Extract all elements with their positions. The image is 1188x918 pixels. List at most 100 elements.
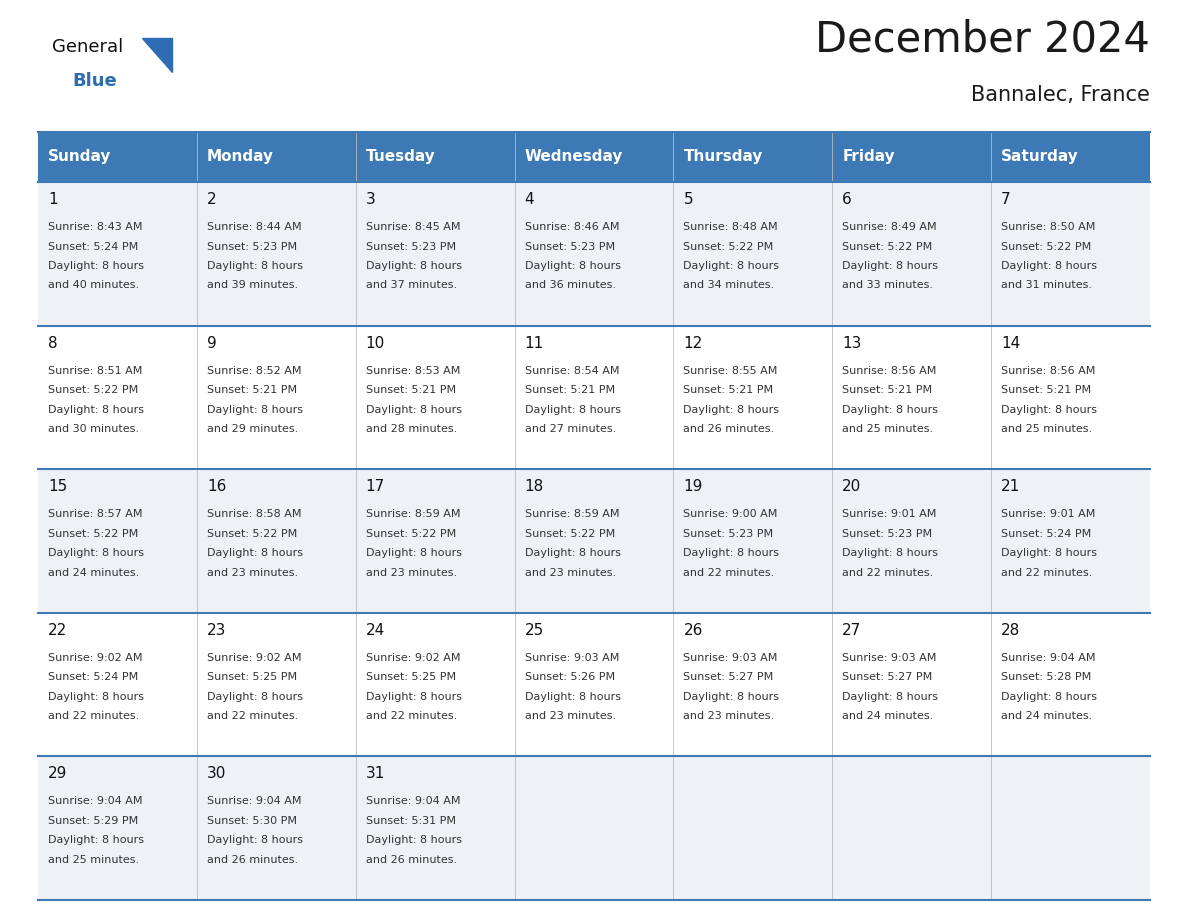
Text: 3: 3: [366, 192, 375, 207]
Text: Sunrise: 8:56 AM: Sunrise: 8:56 AM: [1001, 365, 1095, 375]
Text: and 22 minutes.: and 22 minutes.: [207, 711, 298, 722]
Text: Sunrise: 9:03 AM: Sunrise: 9:03 AM: [525, 653, 619, 663]
Text: and 31 minutes.: and 31 minutes.: [1001, 281, 1092, 290]
Text: Sunrise: 8:44 AM: Sunrise: 8:44 AM: [207, 222, 302, 232]
Text: and 24 minutes.: and 24 minutes.: [48, 567, 139, 577]
Text: and 25 minutes.: and 25 minutes.: [48, 855, 139, 865]
Text: Daylight: 8 hours: Daylight: 8 hours: [207, 261, 303, 271]
Text: Sunset: 5:24 PM: Sunset: 5:24 PM: [48, 241, 138, 252]
Text: Sunrise: 9:01 AM: Sunrise: 9:01 AM: [842, 509, 936, 520]
Text: 1: 1: [48, 192, 58, 207]
Text: Sunrise: 8:46 AM: Sunrise: 8:46 AM: [525, 222, 619, 232]
Text: Sunrise: 8:51 AM: Sunrise: 8:51 AM: [48, 365, 143, 375]
Text: Saturday: Saturday: [1001, 150, 1079, 164]
Text: Sunrise: 8:48 AM: Sunrise: 8:48 AM: [683, 222, 778, 232]
Bar: [38, 613, 1150, 756]
Text: Sunrise: 8:59 AM: Sunrise: 8:59 AM: [525, 509, 619, 520]
Text: 6: 6: [842, 192, 852, 207]
Text: Sunrise: 8:56 AM: Sunrise: 8:56 AM: [842, 365, 936, 375]
Text: Sunrise: 8:59 AM: Sunrise: 8:59 AM: [366, 509, 460, 520]
Text: Sunset: 5:22 PM: Sunset: 5:22 PM: [207, 529, 297, 539]
Text: 16: 16: [207, 479, 226, 494]
Text: Sunrise: 8:55 AM: Sunrise: 8:55 AM: [683, 365, 778, 375]
Bar: [38, 182, 1150, 326]
Text: Daylight: 8 hours: Daylight: 8 hours: [207, 835, 303, 845]
Text: Sunset: 5:25 PM: Sunset: 5:25 PM: [366, 672, 456, 682]
Text: Sunset: 5:26 PM: Sunset: 5:26 PM: [525, 672, 614, 682]
Text: and 30 minutes.: and 30 minutes.: [48, 424, 139, 434]
Text: Sunset: 5:22 PM: Sunset: 5:22 PM: [683, 241, 773, 252]
Text: and 27 minutes.: and 27 minutes.: [525, 424, 615, 434]
Text: Sunset: 5:21 PM: Sunset: 5:21 PM: [1001, 385, 1092, 395]
Text: and 22 minutes.: and 22 minutes.: [842, 567, 934, 577]
Text: and 22 minutes.: and 22 minutes.: [48, 711, 139, 722]
Text: Sunset: 5:24 PM: Sunset: 5:24 PM: [48, 672, 138, 682]
Text: 30: 30: [207, 767, 226, 781]
Text: and 25 minutes.: and 25 minutes.: [842, 424, 934, 434]
Text: Monday: Monday: [207, 150, 274, 164]
Text: Sunset: 5:22 PM: Sunset: 5:22 PM: [842, 241, 933, 252]
Text: Daylight: 8 hours: Daylight: 8 hours: [366, 261, 462, 271]
Text: Sunset: 5:23 PM: Sunset: 5:23 PM: [525, 241, 614, 252]
Text: and 36 minutes.: and 36 minutes.: [525, 281, 615, 290]
Text: Sunset: 5:27 PM: Sunset: 5:27 PM: [683, 672, 773, 682]
Text: 29: 29: [48, 767, 68, 781]
Text: and 34 minutes.: and 34 minutes.: [683, 281, 775, 290]
Text: and 23 minutes.: and 23 minutes.: [683, 711, 775, 722]
Text: and 23 minutes.: and 23 minutes.: [207, 567, 298, 577]
Text: December 2024: December 2024: [815, 18, 1150, 60]
Text: 7: 7: [1001, 192, 1011, 207]
Text: Daylight: 8 hours: Daylight: 8 hours: [48, 835, 144, 845]
Text: Sunrise: 8:57 AM: Sunrise: 8:57 AM: [48, 509, 143, 520]
Text: Daylight: 8 hours: Daylight: 8 hours: [48, 261, 144, 271]
Text: Daylight: 8 hours: Daylight: 8 hours: [1001, 261, 1098, 271]
Text: Sunrise: 8:53 AM: Sunrise: 8:53 AM: [366, 365, 460, 375]
Text: and 22 minutes.: and 22 minutes.: [366, 711, 457, 722]
Text: 4: 4: [525, 192, 535, 207]
Text: Wednesday: Wednesday: [525, 150, 623, 164]
Text: Sunset: 5:29 PM: Sunset: 5:29 PM: [48, 816, 138, 826]
Text: Sunrise: 8:43 AM: Sunrise: 8:43 AM: [48, 222, 143, 232]
Text: and 24 minutes.: and 24 minutes.: [1001, 711, 1093, 722]
Text: Daylight: 8 hours: Daylight: 8 hours: [525, 548, 620, 558]
Text: and 26 minutes.: and 26 minutes.: [366, 855, 457, 865]
Text: Sunset: 5:23 PM: Sunset: 5:23 PM: [683, 529, 773, 539]
Text: 9: 9: [207, 336, 216, 351]
Text: Sunset: 5:22 PM: Sunset: 5:22 PM: [48, 529, 138, 539]
Text: Sunrise: 8:49 AM: Sunrise: 8:49 AM: [842, 222, 937, 232]
Bar: [38, 469, 1150, 613]
Text: Sunrise: 9:04 AM: Sunrise: 9:04 AM: [1001, 653, 1095, 663]
Text: Daylight: 8 hours: Daylight: 8 hours: [207, 692, 303, 701]
Text: 11: 11: [525, 336, 544, 351]
Text: Daylight: 8 hours: Daylight: 8 hours: [1001, 405, 1098, 415]
Text: Daylight: 8 hours: Daylight: 8 hours: [842, 405, 939, 415]
Text: 2: 2: [207, 192, 216, 207]
Text: and 26 minutes.: and 26 minutes.: [207, 855, 298, 865]
Text: Tuesday: Tuesday: [366, 150, 436, 164]
Text: and 40 minutes.: and 40 minutes.: [48, 281, 139, 290]
Text: Thursday: Thursday: [683, 150, 763, 164]
Text: Daylight: 8 hours: Daylight: 8 hours: [683, 261, 779, 271]
Text: 23: 23: [207, 622, 226, 638]
Text: Blue: Blue: [72, 72, 116, 90]
Text: and 22 minutes.: and 22 minutes.: [683, 567, 775, 577]
Text: Sunrise: 8:45 AM: Sunrise: 8:45 AM: [366, 222, 460, 232]
Text: Sunset: 5:21 PM: Sunset: 5:21 PM: [842, 385, 933, 395]
Text: Sunrise: 9:03 AM: Sunrise: 9:03 AM: [842, 653, 936, 663]
Text: Daylight: 8 hours: Daylight: 8 hours: [48, 405, 144, 415]
Text: and 39 minutes.: and 39 minutes.: [207, 281, 298, 290]
Text: Sunset: 5:27 PM: Sunset: 5:27 PM: [842, 672, 933, 682]
Text: Sunrise: 9:04 AM: Sunrise: 9:04 AM: [207, 797, 302, 806]
Text: Sunset: 5:21 PM: Sunset: 5:21 PM: [683, 385, 773, 395]
Text: Sunrise: 8:50 AM: Sunrise: 8:50 AM: [1001, 222, 1095, 232]
Text: 13: 13: [842, 336, 861, 351]
Text: Daylight: 8 hours: Daylight: 8 hours: [683, 692, 779, 701]
Text: Daylight: 8 hours: Daylight: 8 hours: [1001, 692, 1098, 701]
Text: Friday: Friday: [842, 150, 895, 164]
Text: and 37 minutes.: and 37 minutes.: [366, 281, 457, 290]
Text: and 23 minutes.: and 23 minutes.: [525, 567, 615, 577]
Text: Sunrise: 9:04 AM: Sunrise: 9:04 AM: [48, 797, 143, 806]
Text: Sunset: 5:23 PM: Sunset: 5:23 PM: [366, 241, 456, 252]
Text: 19: 19: [683, 479, 703, 494]
Text: Daylight: 8 hours: Daylight: 8 hours: [48, 548, 144, 558]
